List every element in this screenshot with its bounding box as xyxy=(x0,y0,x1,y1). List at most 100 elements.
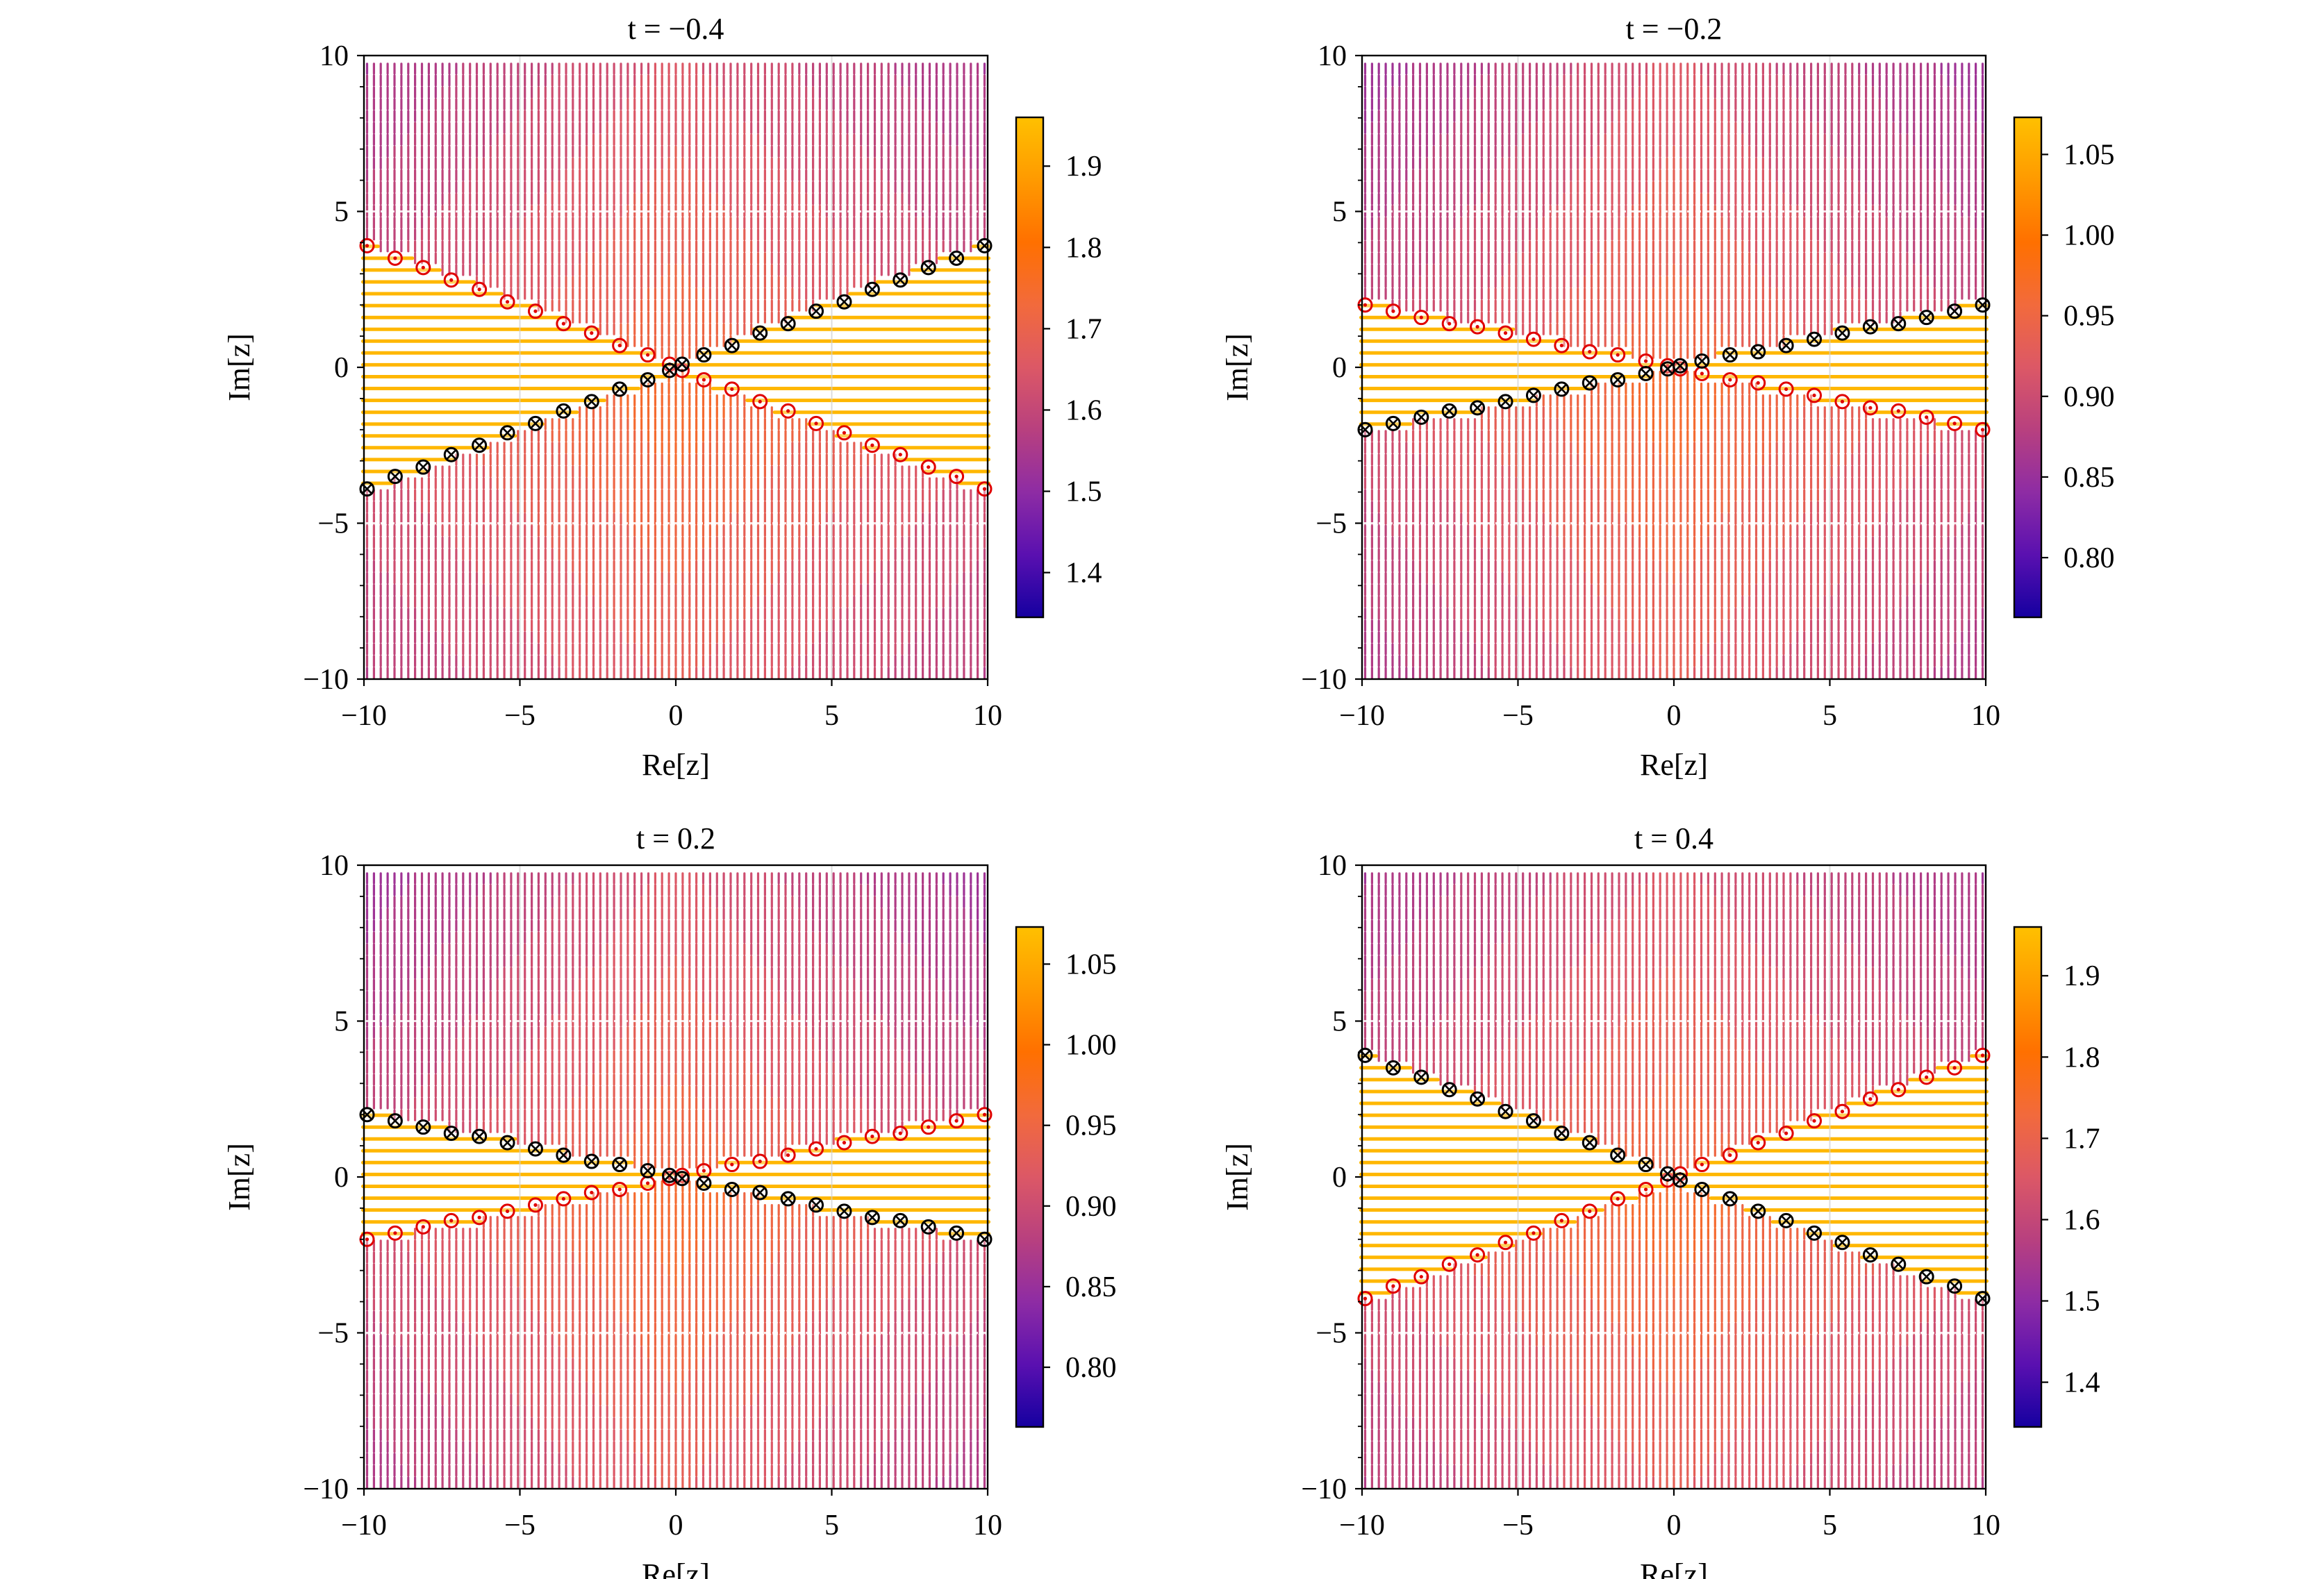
y-axis-label: Im[z] xyxy=(222,1143,256,1211)
colorbar: 0.80 0.85 0.90 0.95 1.00 1.05 xyxy=(1015,926,1117,1428)
otimes-marker xyxy=(1582,375,1597,391)
otimes-marker xyxy=(1975,297,1991,313)
otimes-marker xyxy=(893,272,908,288)
quiver-arrows-level-12 xyxy=(1542,1073,1806,1394)
odot-marker xyxy=(499,294,515,310)
otimes-marker xyxy=(1554,381,1570,397)
otimes-marker xyxy=(1694,353,1710,369)
odot-marker xyxy=(1470,1247,1486,1263)
y-axis-label: Im[z] xyxy=(222,333,256,401)
quiver-arrows-level-9 xyxy=(365,872,986,1489)
otimes-marker xyxy=(1441,1082,1457,1098)
colorbar: 1.4 1.5 1.6 1.7 1.8 1.9 xyxy=(1015,116,1102,619)
otimes-marker xyxy=(1413,409,1429,425)
subplot-title: t = 0.2 xyxy=(636,821,715,855)
x-tick-label: −10 xyxy=(1339,1510,1385,1542)
x-tick-label: 10 xyxy=(973,1510,1002,1542)
odot-marker xyxy=(1413,1269,1429,1285)
odot-marker xyxy=(752,1153,768,1169)
colorbar-gradient xyxy=(2013,926,2043,1428)
odot-marker xyxy=(1778,381,1794,397)
odot-marker xyxy=(1750,375,1766,391)
otimes-marker xyxy=(499,425,515,441)
quiver-arrows-level-13 xyxy=(1618,370,1730,478)
odot-marker xyxy=(780,1147,796,1163)
odot-marker xyxy=(1638,353,1654,369)
otimes-marker xyxy=(1672,1172,1688,1188)
odot-marker xyxy=(949,1113,965,1129)
quiver-arrows-level-8 xyxy=(1363,872,1984,1489)
odot-marker xyxy=(387,250,403,266)
quiver-arrows-level-12 xyxy=(1542,264,1806,585)
odot-marker xyxy=(1525,331,1541,347)
colorbar-tick-label: 1.4 xyxy=(1065,558,1102,590)
odot-marker xyxy=(527,303,543,319)
odot-marker xyxy=(1918,409,1934,425)
otimes-marker xyxy=(1672,358,1688,374)
x-tick-label: −10 xyxy=(341,1510,387,1542)
otimes-marker xyxy=(556,403,572,419)
odot-marker xyxy=(1385,303,1401,319)
x-axis-label: Re[z] xyxy=(1640,748,1708,782)
odot-marker xyxy=(612,1181,628,1197)
y-tick-label: 10 xyxy=(319,850,349,882)
otimes-marker xyxy=(752,325,768,341)
y-axis-label: Im[z] xyxy=(1220,333,1254,401)
colorbar-tick-label: 0.85 xyxy=(2064,462,2115,494)
quiver-arrows-level-7 xyxy=(365,62,986,679)
odot-marker xyxy=(696,1163,712,1179)
odot-marker xyxy=(1947,415,1963,431)
odot-marker xyxy=(387,1225,403,1241)
otimes-marker xyxy=(1470,400,1486,416)
colorbar-tick-label: 1.7 xyxy=(1065,313,1102,345)
x-tick-label: −10 xyxy=(1339,700,1385,732)
otimes-marker xyxy=(662,362,678,378)
y-tick-label: 0 xyxy=(334,352,349,384)
otimes-marker xyxy=(1525,387,1541,403)
odot-marker xyxy=(1582,1203,1597,1219)
y-tick-label: 10 xyxy=(319,40,349,72)
x-tick-label: −5 xyxy=(1502,700,1534,732)
colorbar-tick-label: 0.95 xyxy=(2064,301,2115,333)
otimes-marker xyxy=(415,1119,431,1135)
odot-marker xyxy=(1862,400,1878,416)
odot-marker xyxy=(920,459,936,475)
colorbar-gradient xyxy=(2013,116,2043,619)
otimes-marker xyxy=(1413,1069,1429,1085)
y-tick-label: −5 xyxy=(317,508,349,540)
quiver-arrows-level-13 xyxy=(1618,1180,1730,1287)
odot-marker xyxy=(1441,1256,1457,1272)
odot-marker xyxy=(415,1219,431,1235)
colorbar-tick-label: 0.85 xyxy=(1065,1271,1117,1303)
x-tick-label: 0 xyxy=(669,1510,683,1542)
y-tick-label: −5 xyxy=(1315,1318,1347,1350)
odot-marker xyxy=(472,1210,488,1226)
y-axis-label: Im[z] xyxy=(1220,1143,1254,1211)
quiver-arrows-level-7 xyxy=(1363,872,1984,1489)
quiver-arrows-level-12 xyxy=(544,1073,808,1394)
odot-marker xyxy=(583,325,599,341)
otimes-marker xyxy=(864,1210,880,1226)
odot-marker xyxy=(640,347,656,363)
quiver-arrows-level-10 xyxy=(1405,872,1943,1489)
odot-marker xyxy=(1891,403,1907,419)
x-tick-label: 0 xyxy=(1667,1510,1682,1542)
odot-marker xyxy=(1807,387,1823,403)
otimes-marker xyxy=(662,1167,678,1183)
odot-marker xyxy=(1807,1113,1823,1129)
quiver-arrows-level-9 xyxy=(365,62,986,679)
quiver-arrows-level-11 xyxy=(482,955,870,1489)
odot-marker xyxy=(1357,1291,1373,1307)
otimes-marker xyxy=(949,1225,965,1241)
quiver-arrows-level-12 xyxy=(544,264,808,585)
y-tick-label: 10 xyxy=(1318,40,1347,72)
odot-marker xyxy=(556,1191,572,1207)
x-tick-label: −10 xyxy=(341,700,387,732)
otimes-marker xyxy=(1891,1256,1907,1272)
odot-marker xyxy=(1834,1103,1850,1119)
odot-marker xyxy=(1694,1157,1710,1173)
odot-marker xyxy=(1525,1225,1541,1241)
otimes-marker xyxy=(1660,1166,1676,1182)
colorbar: 1.4 1.5 1.6 1.7 1.8 1.9 xyxy=(2013,926,2100,1428)
colorbar-tick-label: 1.9 xyxy=(1065,151,1102,183)
